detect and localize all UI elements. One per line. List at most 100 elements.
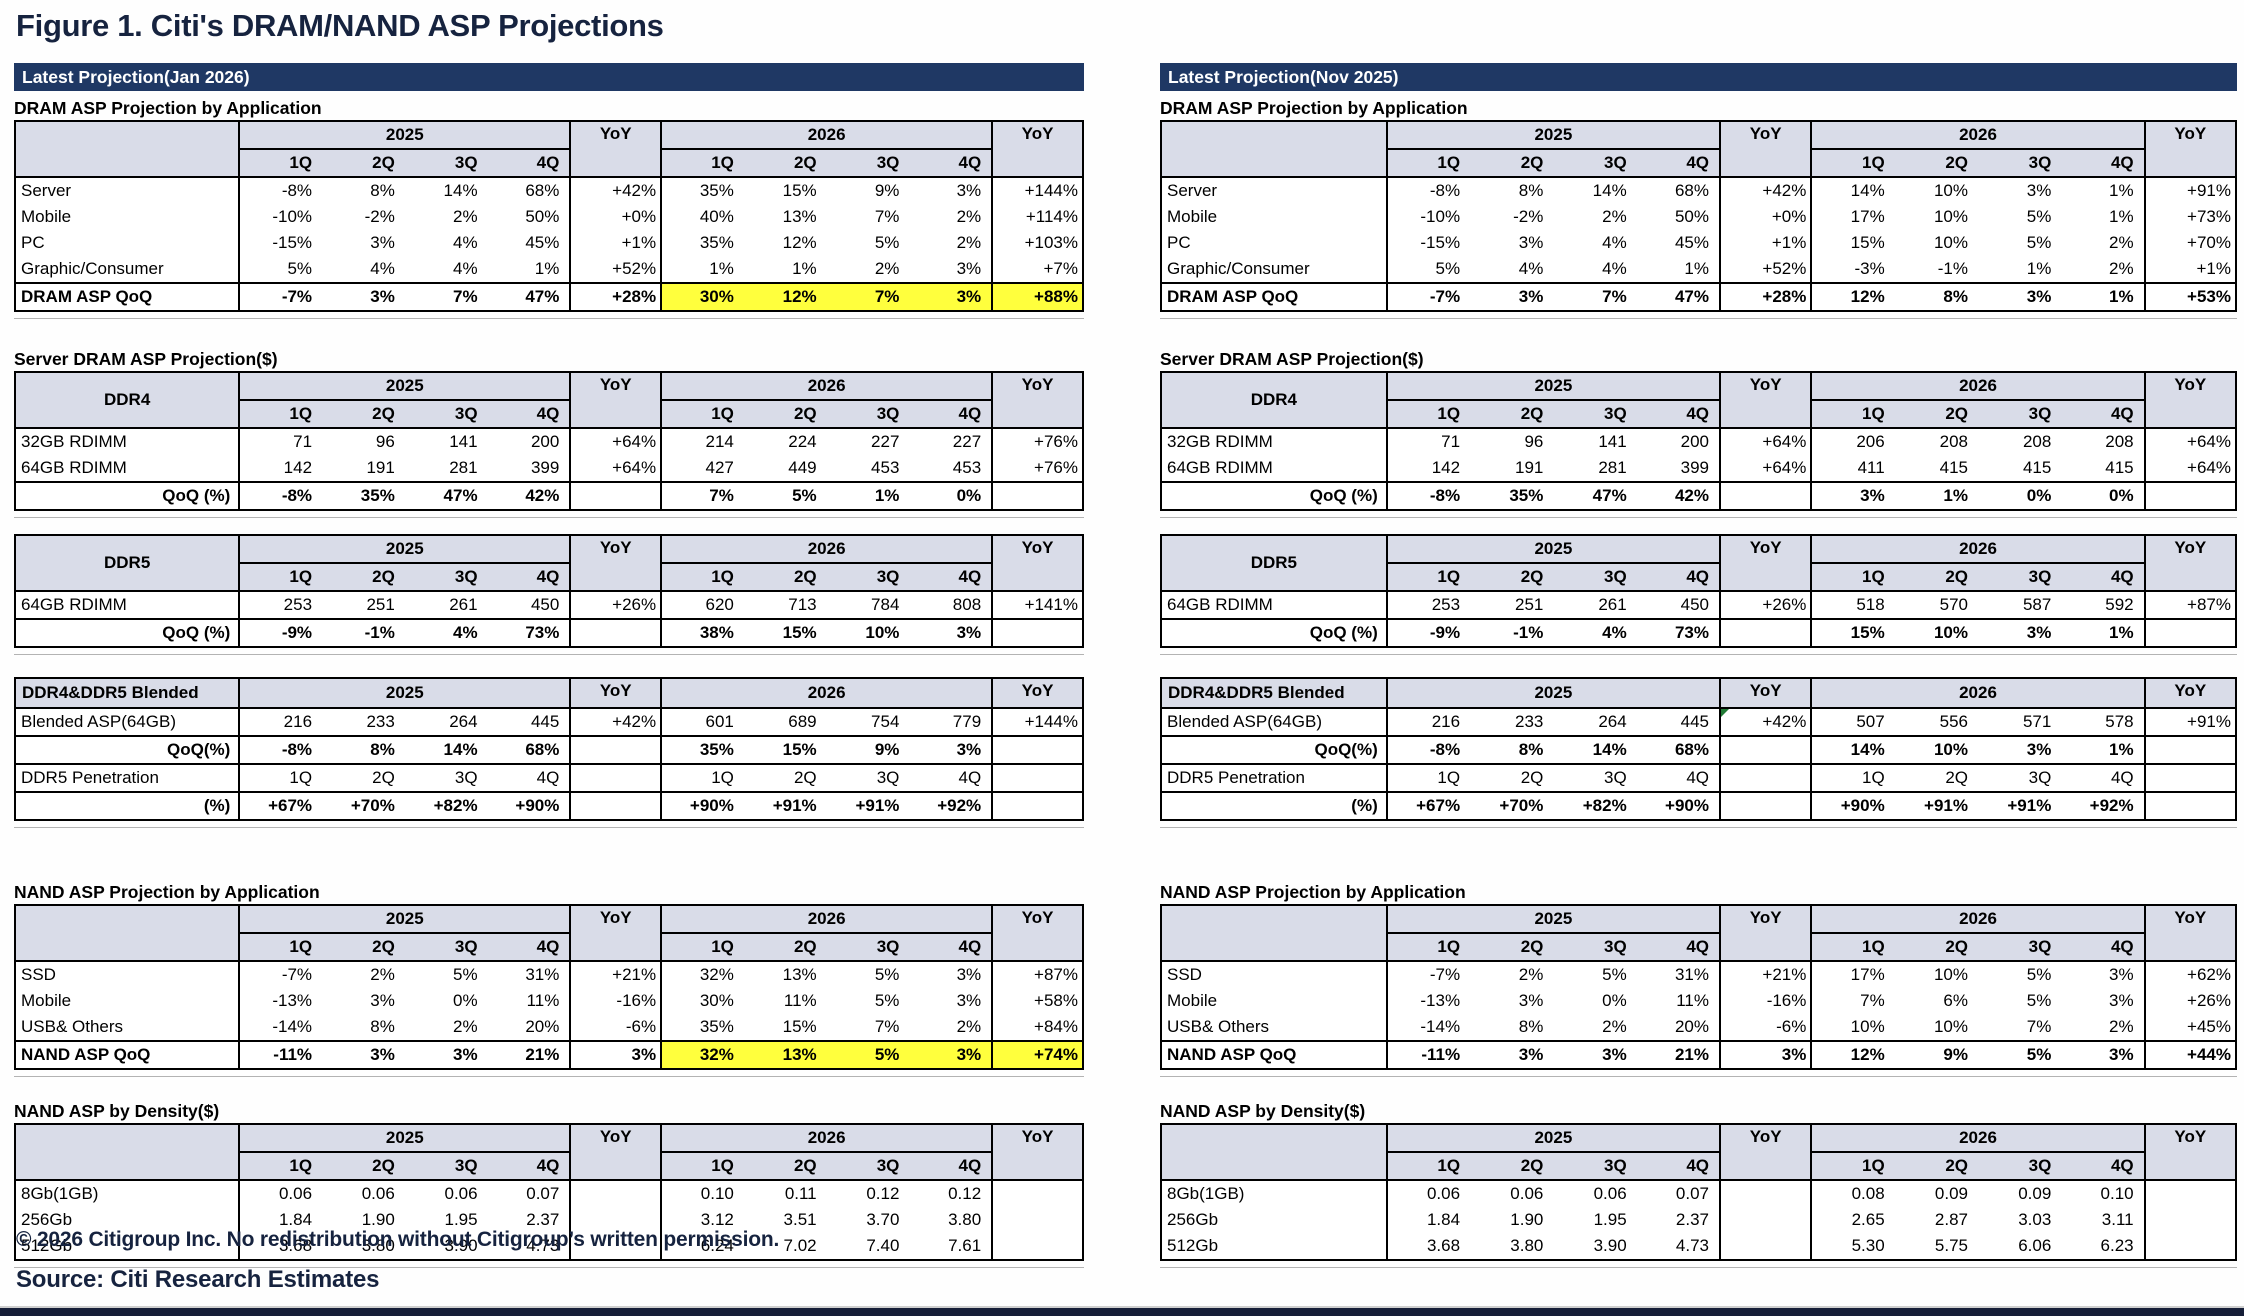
table-row: 64GB RDIMM 253 251 261 450 +26% 620 713 784 808 +1…: [15, 590, 1083, 619]
table-body: 64GB RDIMM 253 251 261 450 +26% 518 570 587 592 +8…: [1161, 590, 2236, 647]
quarter-header: 3Q: [404, 933, 488, 961]
data-cell: 141: [1553, 427, 1637, 455]
table-body: 8Gb(1GB) 0.06 0.06 0.06 0.07 0.08 0.09 0.09 0.10…: [1161, 1179, 2236, 1260]
data-cell: 5%: [826, 230, 910, 256]
data-cell: 1%: [2061, 204, 2146, 230]
data-cell: 7%: [1811, 988, 1895, 1014]
data-cell: 206: [1811, 427, 1895, 455]
data-cell: 5%: [826, 1040, 910, 1069]
data-cell: 3.68: [1386, 1233, 1471, 1260]
year-header: 2026: [1811, 121, 2146, 150]
data-cell: [992, 481, 1083, 510]
data-cell: +73%: [2144, 204, 2236, 230]
data-cell: +1%: [2144, 256, 2236, 283]
data-cell: [570, 735, 663, 764]
data-cell: 216: [239, 707, 323, 736]
data-cell: 45%: [487, 230, 572, 256]
table-header: DDR4 2025 YoY 2026 YoY 1Q 2Q 3Q 4Q 1Q 2Q 3Q 4Q: [15, 372, 1083, 428]
quarter-header: 3Q: [1978, 149, 2062, 177]
data-cell: 0.10: [2061, 1179, 2146, 1207]
data-cell: 2%: [1553, 204, 1637, 230]
table-row: DRAM ASP QoQ -7% 3% 7% 47% +28% 12% 8% 3% 1% +53%: [1161, 282, 2236, 311]
data-cell: -2%: [1470, 204, 1554, 230]
year-header: 2026: [661, 1124, 994, 1153]
data-cell: +64%: [1720, 455, 1813, 482]
projection-table: 2025 YoY 2026 YoY 1Q 2Q 3Q 4Q 1Q 2Q 3Q 4Q Server -8% 8…: [14, 120, 1084, 312]
data-cell: 35%: [322, 481, 405, 510]
data-cell: 30%: [661, 282, 744, 311]
yoy-header: YoY: [570, 1124, 663, 1180]
data-cell: 96: [322, 427, 405, 455]
table-body: Server -8% 8% 14% 68% +42% 14% 10% 3% 1% +91% Mobil…: [1161, 176, 2236, 311]
data-cell: 68%: [487, 176, 572, 204]
data-cell: -15%: [239, 230, 323, 256]
year-header: 2025: [1386, 535, 1722, 564]
year-header: 2026: [1811, 905, 2146, 934]
yoy-header: YoY: [992, 121, 1083, 177]
quarter-header: 3Q: [1978, 933, 2062, 961]
data-cell: 15%: [1811, 618, 1895, 647]
table-section: DDR5 2025 YoY 2026 YoY 1Q 2Q 3Q 4Q 1Q 2Q 3Q 4Q 64GB R…: [1160, 534, 2237, 655]
quarter-header: 2Q: [1470, 933, 1554, 961]
data-cell: +74%: [992, 1040, 1083, 1069]
header-row-quarters: 1Q 2Q 3Q 4Q 1Q 2Q 3Q 4Q: [15, 1152, 1083, 1180]
data-cell: +0%: [1720, 204, 1813, 230]
data-cell: 68%: [1636, 176, 1722, 204]
table-section: DDR4&DDR5 Blended 2025 YoY 2026 YoY Blended A…: [14, 677, 1084, 828]
year-header: 2025: [239, 535, 572, 564]
data-cell: 5%: [1978, 204, 2062, 230]
data-cell: -14%: [1386, 1014, 1471, 1041]
quarter-header: 2Q: [322, 400, 405, 428]
data-cell: 3%: [1470, 988, 1554, 1014]
data-cell: 0.10: [661, 1179, 744, 1207]
row-label: PC: [1161, 230, 1388, 256]
table-underline: [14, 511, 1084, 518]
data-cell: +28%: [1720, 282, 1813, 311]
table-row: 64GB RDIMM 142 191 281 399 +64% 427 449 453 453 +7…: [15, 455, 1083, 482]
data-cell: [2144, 481, 2236, 510]
data-cell: 191: [1470, 455, 1554, 482]
data-cell: 2Q: [743, 763, 827, 792]
data-cell: 2%: [322, 960, 405, 988]
row-label: 64GB RDIMM: [1161, 455, 1388, 482]
table-header: DDR5 2025 YoY 2026 YoY 1Q 2Q 3Q 4Q 1Q 2Q 3Q 4Q: [15, 535, 1083, 591]
data-cell: 10%: [1894, 230, 1978, 256]
data-cell: 9%: [1894, 1040, 1978, 1069]
yoy-header: YoY: [2144, 1124, 2236, 1180]
data-cell: -8%: [1386, 735, 1471, 764]
quarter-header: 1Q: [1811, 1152, 1895, 1180]
data-cell: 587: [1978, 590, 2062, 619]
data-cell: 3.11: [2061, 1207, 2146, 1233]
data-cell: +7%: [992, 256, 1083, 283]
data-cell: 13%: [743, 960, 827, 988]
data-cell: 15%: [743, 618, 827, 647]
data-cell: 233: [1470, 707, 1554, 736]
quarter-header: 4Q: [909, 1152, 994, 1180]
data-cell: 7%: [404, 282, 488, 311]
header-row-quarters: 1Q 2Q 3Q 4Q 1Q 2Q 3Q 4Q: [1161, 149, 2236, 177]
quarter-header: 4Q: [487, 400, 572, 428]
data-cell: 450: [487, 590, 572, 619]
data-cell: -8%: [1386, 176, 1471, 204]
table-body: 32GB RDIMM 71 96 141 200 +64% 214 224 227 227 +76%…: [15, 427, 1083, 510]
data-cell: [992, 735, 1083, 764]
data-cell: +144%: [992, 176, 1083, 204]
panel-latest-projection-jan-2026: Latest Projection(Jan 2026) DRAM ASP Pro…: [14, 63, 1084, 1268]
data-cell: 47%: [1636, 282, 1722, 311]
data-cell: 96: [1470, 427, 1554, 455]
data-cell: [2144, 1179, 2236, 1207]
year-header: 2025: [1386, 372, 1722, 401]
data-cell: 12%: [743, 230, 827, 256]
data-cell: 5%: [743, 481, 827, 510]
data-cell: 3%: [909, 1040, 994, 1069]
data-cell: 3.03: [1978, 1207, 2062, 1233]
table-row: Mobile -13% 3% 0% 11% -16% 7% 6% 5% 3% +26%: [1161, 988, 2236, 1014]
section-title: NAND ASP Projection by Application: [1160, 882, 1466, 902]
data-cell: 1Q: [1811, 763, 1895, 792]
data-cell: +26%: [570, 590, 663, 619]
data-cell: 261: [404, 590, 488, 619]
data-cell: 3%: [909, 176, 994, 204]
table-row: QoQ (%) -8% 35% 47% 42% 3% 1% 0% 0%: [1161, 481, 2236, 510]
quarter-header: 4Q: [2061, 149, 2146, 177]
data-cell: -11%: [1386, 1040, 1471, 1069]
